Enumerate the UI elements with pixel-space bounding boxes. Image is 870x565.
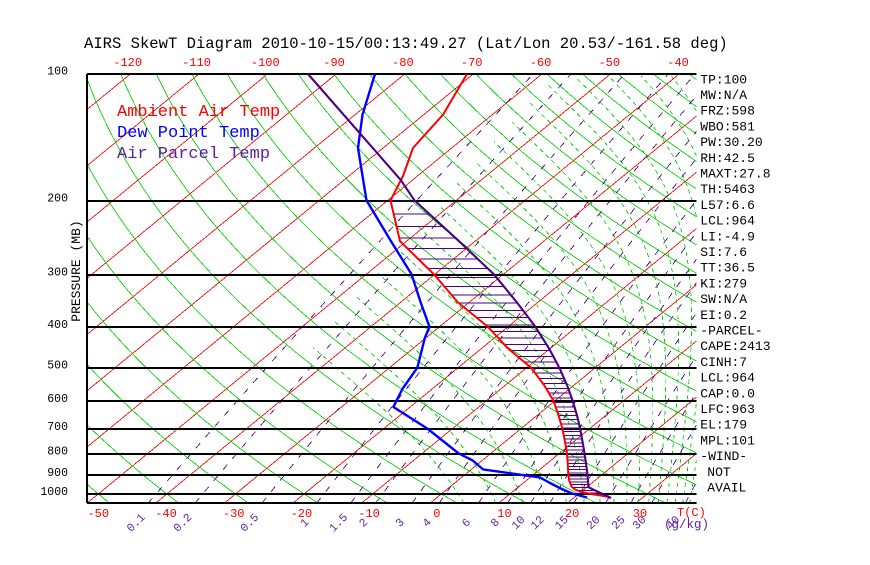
svg-text:-70: -70 (461, 56, 483, 70)
svg-text:LCL:964: LCL:964 (700, 214, 755, 229)
svg-text:KI:279: KI:279 (700, 276, 747, 291)
svg-text:AVAIL: AVAIL (707, 481, 746, 496)
svg-text:EL:179: EL:179 (700, 418, 747, 433)
svg-text:-40: -40 (667, 56, 689, 70)
svg-text:900: 900 (47, 467, 68, 480)
svg-text:-40: -40 (155, 507, 177, 521)
svg-text:T(C): T(C) (677, 506, 706, 520)
svg-text:100: 100 (47, 66, 68, 79)
svg-text:RH:42.5: RH:42.5 (700, 151, 755, 166)
svg-text:20: 20 (565, 507, 579, 521)
svg-text:-100: -100 (251, 56, 280, 70)
svg-text:600: 600 (47, 393, 68, 406)
svg-text:(g/kg): (g/kg) (664, 518, 709, 532)
svg-text:SW:N/A: SW:N/A (700, 292, 747, 307)
svg-text:-60: -60 (530, 56, 552, 70)
svg-text:PRESSURE (MB): PRESSURE (MB) (69, 220, 84, 321)
svg-text:-120: -120 (113, 56, 142, 70)
svg-text:CAPE:2413: CAPE:2413 (700, 339, 770, 354)
svg-text:400: 400 (47, 319, 68, 332)
svg-text:L57:6.6: L57:6.6 (700, 198, 755, 213)
svg-text:1000: 1000 (40, 486, 68, 499)
svg-text:-80: -80 (392, 56, 414, 70)
svg-text:AIRS SkewT Diagram 2010-10-15/: AIRS SkewT Diagram 2010-10-15/00:13:49.2… (84, 35, 728, 53)
svg-text:MW:N/A: MW:N/A (700, 88, 747, 103)
svg-text:MPL:101: MPL:101 (700, 433, 755, 448)
svg-text:TP:100: TP:100 (700, 72, 747, 87)
svg-text:200: 200 (47, 192, 68, 205)
svg-text:-20: -20 (291, 507, 313, 521)
svg-text:Ambient Air Temp: Ambient Air Temp (117, 103, 280, 122)
svg-text:700: 700 (47, 421, 68, 434)
svg-text:MAXT:27.8: MAXT:27.8 (700, 167, 770, 182)
svg-text:Dew Point Temp: Dew Point Temp (117, 124, 260, 143)
svg-text:CAP:0.0: CAP:0.0 (700, 386, 755, 401)
svg-text:-50: -50 (87, 507, 109, 521)
svg-text:-50: -50 (598, 56, 620, 70)
svg-text:LI:-4.9: LI:-4.9 (700, 229, 755, 244)
svg-text:0: 0 (433, 507, 440, 521)
svg-text:CINH:7: CINH:7 (700, 355, 747, 370)
svg-text:30: 30 (633, 507, 647, 521)
svg-text:PW:30.20: PW:30.20 (700, 135, 762, 150)
svg-text:300: 300 (47, 266, 68, 279)
svg-text:-WIND-: -WIND- (700, 449, 747, 464)
svg-text:-110: -110 (182, 56, 211, 70)
svg-text:Air Parcel Temp: Air Parcel Temp (117, 145, 270, 164)
svg-text:-PARCEL-: -PARCEL- (700, 324, 762, 339)
svg-text:800: 800 (47, 445, 68, 458)
svg-text:SI:7.6: SI:7.6 (700, 245, 747, 260)
svg-text:-30: -30 (223, 507, 245, 521)
svg-text:10: 10 (497, 507, 511, 521)
svg-text:WBO:581: WBO:581 (700, 119, 755, 134)
svg-text:TH:5463: TH:5463 (700, 182, 755, 197)
svg-text:NOT: NOT (707, 465, 731, 480)
svg-text:-10: -10 (358, 507, 380, 521)
svg-text:TT:36.5: TT:36.5 (700, 261, 755, 276)
svg-text:LFC:963: LFC:963 (700, 402, 755, 417)
svg-text:500: 500 (47, 360, 68, 373)
svg-text:-90: -90 (323, 56, 345, 70)
svg-text:FRZ:598: FRZ:598 (700, 104, 755, 119)
svg-text:LCL:964: LCL:964 (700, 371, 755, 386)
svg-text:EI:0.2: EI:0.2 (700, 308, 747, 323)
